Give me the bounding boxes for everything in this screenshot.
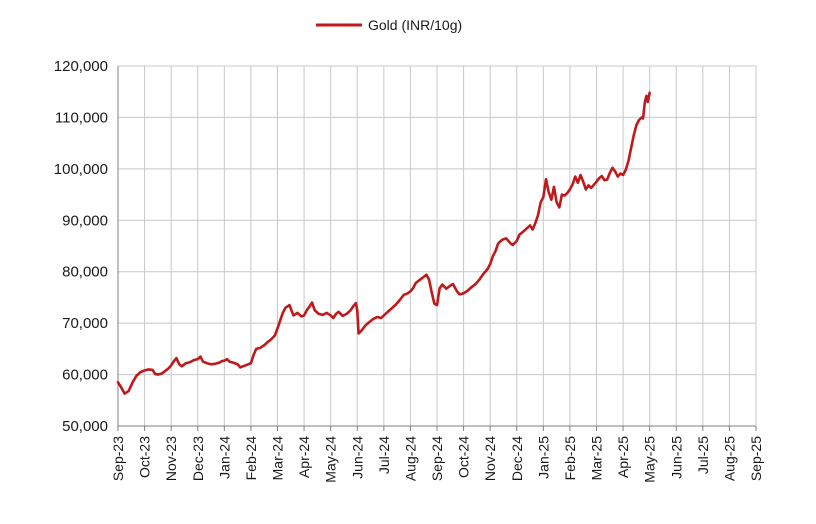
series-layer [116, 91, 651, 395]
x-tick-label: Mar-25 [589, 436, 605, 481]
x-tick-label: Jun-25 [668, 436, 684, 479]
x-tick-labels: Sep-23 Oct-23 Nov-23 Dec-23 Jan-24 Feb-24 Mar-… [110, 436, 764, 483]
x-tick-label: Aug-24 [402, 436, 418, 481]
x-tick-label: Dec-23 [190, 436, 206, 481]
x-tick-label: Feb-25 [562, 436, 578, 481]
x-tick-label: Aug-25 [721, 436, 737, 481]
y-tick-label: 60,000 [62, 367, 108, 384]
x-tick-label: Jun-24 [349, 436, 365, 479]
x-tick-label: Apr-24 [296, 436, 312, 478]
y-tick-label: 80,000 [62, 264, 108, 281]
x-tick-label: Jul-25 [695, 436, 711, 474]
y-tick-label: 50,000 [62, 418, 108, 435]
x-tick-label: May-25 [642, 436, 658, 483]
axes [117, 66, 757, 431]
y-tick-label: 120,000 [54, 58, 108, 75]
x-tick-label: Sep-23 [110, 436, 126, 481]
x-tick-label: Nov-23 [163, 436, 179, 481]
x-tick-label: Sep-25 [748, 436, 764, 481]
x-tick-label: Oct-23 [137, 436, 153, 478]
series-line-gold [116, 91, 651, 395]
x-tick-label: Mar-24 [270, 436, 286, 481]
y-tick-labels: 50,000 60,000 70,000 80,000 90,000 100,000 110… [54, 58, 108, 435]
y-tick-label: 100,000 [54, 161, 108, 178]
x-tick-label: Jan-24 [216, 436, 232, 479]
legend: Gold (INR/10g) [316, 17, 462, 33]
x-tick-label: Dec-24 [509, 436, 525, 481]
x-tick-label: May-24 [323, 436, 339, 483]
x-tick-label: Feb-24 [243, 436, 259, 481]
y-tick-label: 110,000 [55, 109, 108, 126]
x-tick-label: Oct-24 [456, 436, 472, 478]
y-tick-label: 70,000 [62, 315, 108, 332]
x-tick-label: Sep-24 [429, 436, 445, 481]
legend-label: Gold (INR/10g) [368, 17, 462, 33]
x-tick-label: Jul-24 [376, 436, 392, 474]
x-tick-label: Jan-25 [535, 436, 551, 479]
gridlines [118, 65, 757, 426]
y-tick-label: 90,000 [62, 212, 108, 229]
x-tick-label: Nov-24 [482, 436, 498, 481]
x-tick-label: Apr-25 [615, 436, 631, 478]
